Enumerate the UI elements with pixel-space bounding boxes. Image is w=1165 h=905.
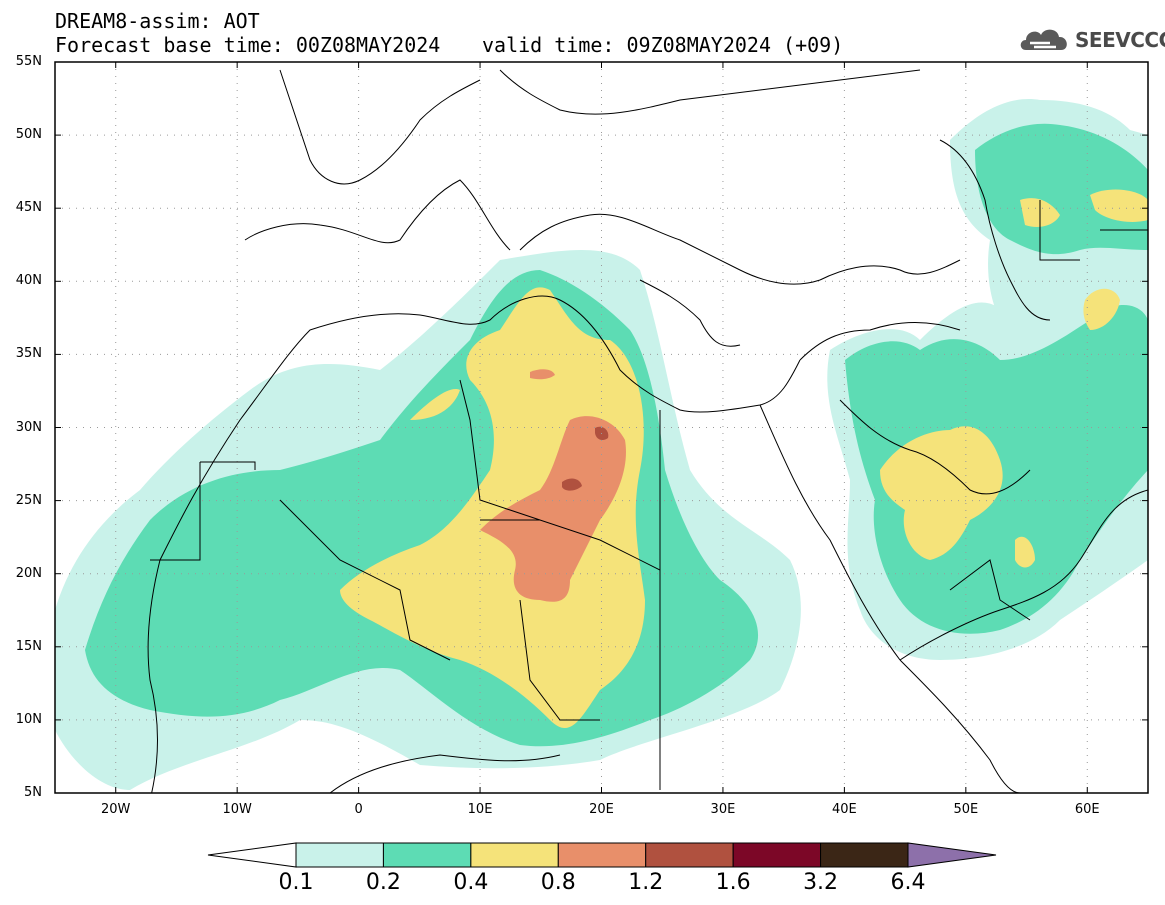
logo-text: SEEVCCC xyxy=(1075,28,1165,52)
aot-level-0-2-region xyxy=(975,123,1148,255)
latitude-label: 55N xyxy=(15,54,42,69)
longitude-label: 30E xyxy=(710,802,736,817)
seevccc-logo: SEEVCCC xyxy=(1016,22,1165,56)
aot-level-0-8-region xyxy=(530,369,555,380)
aot-level-0-4-region xyxy=(880,426,1003,560)
longitude-label: 20E xyxy=(589,802,614,817)
latitude-label: 40N xyxy=(15,273,42,289)
colorbar-box xyxy=(820,842,909,868)
latitude-label: 35N xyxy=(15,346,42,362)
aot-level-0-4-region xyxy=(1083,288,1120,330)
longitude-label: 10W xyxy=(222,802,252,817)
map-title: DREAM8-assim: AOT xyxy=(55,9,260,33)
longitude-label: 20W xyxy=(101,802,131,817)
aot-level-0-4-region xyxy=(1090,189,1148,222)
valid-time: valid time: 09Z08MAY2024 (+09) xyxy=(482,33,844,57)
latitude-label: 5N xyxy=(24,785,42,800)
longitude-label: 60E xyxy=(1074,802,1100,817)
cloud-icon xyxy=(1020,29,1067,50)
longitude-label: 10E xyxy=(467,802,493,817)
aot-level-0-4-region xyxy=(1015,536,1035,568)
latitude-label: 20N xyxy=(15,565,42,581)
longitude-label: 40E xyxy=(831,802,857,817)
aot-level-0-8-region xyxy=(480,416,626,602)
longitude-label: 0 xyxy=(354,802,363,817)
aot-level-0-4-region xyxy=(410,389,460,420)
latitude-label: 15N xyxy=(15,638,42,654)
latitude-label: 50N xyxy=(15,127,42,143)
colorbar-box xyxy=(295,842,384,868)
colorbar-box xyxy=(557,842,647,868)
colorbar-label: 0.2 xyxy=(365,870,401,895)
latitude-label: 45N xyxy=(15,200,42,216)
colorbar-low-extension xyxy=(207,842,297,868)
latitude-label: 30N xyxy=(15,419,42,435)
coastlines xyxy=(147,69,1148,793)
aot-field xyxy=(55,99,1148,790)
latitude-label: 10N xyxy=(15,711,42,727)
colorbar-label: 1.2 xyxy=(628,870,664,895)
colorbar-label: 0.1 xyxy=(278,870,314,895)
longitude-label: 50E xyxy=(953,802,979,817)
axis-ticks xyxy=(55,61,1148,794)
colorbar-label: 0.4 xyxy=(453,870,489,895)
forecast-base-time: Forecast base time: 00Z08MAY2024 xyxy=(55,33,441,57)
aot-level-1-2-region xyxy=(562,478,582,491)
colorbar-label: 0.8 xyxy=(540,870,576,895)
colorbar-box xyxy=(732,842,822,868)
aot-level-0-4-region xyxy=(340,287,645,729)
colorbar-label: 3.2 xyxy=(803,870,839,895)
latitude-label: 25N xyxy=(15,492,42,508)
colorbar-label: 1.6 xyxy=(715,870,751,895)
colorbar-high-extension xyxy=(907,842,997,868)
colorbar-boxes xyxy=(207,842,997,868)
colorbar-box xyxy=(645,842,734,868)
colorbar-box xyxy=(382,842,472,868)
colorbar-box xyxy=(470,842,559,868)
colorbar-label: 6.4 xyxy=(890,870,926,895)
